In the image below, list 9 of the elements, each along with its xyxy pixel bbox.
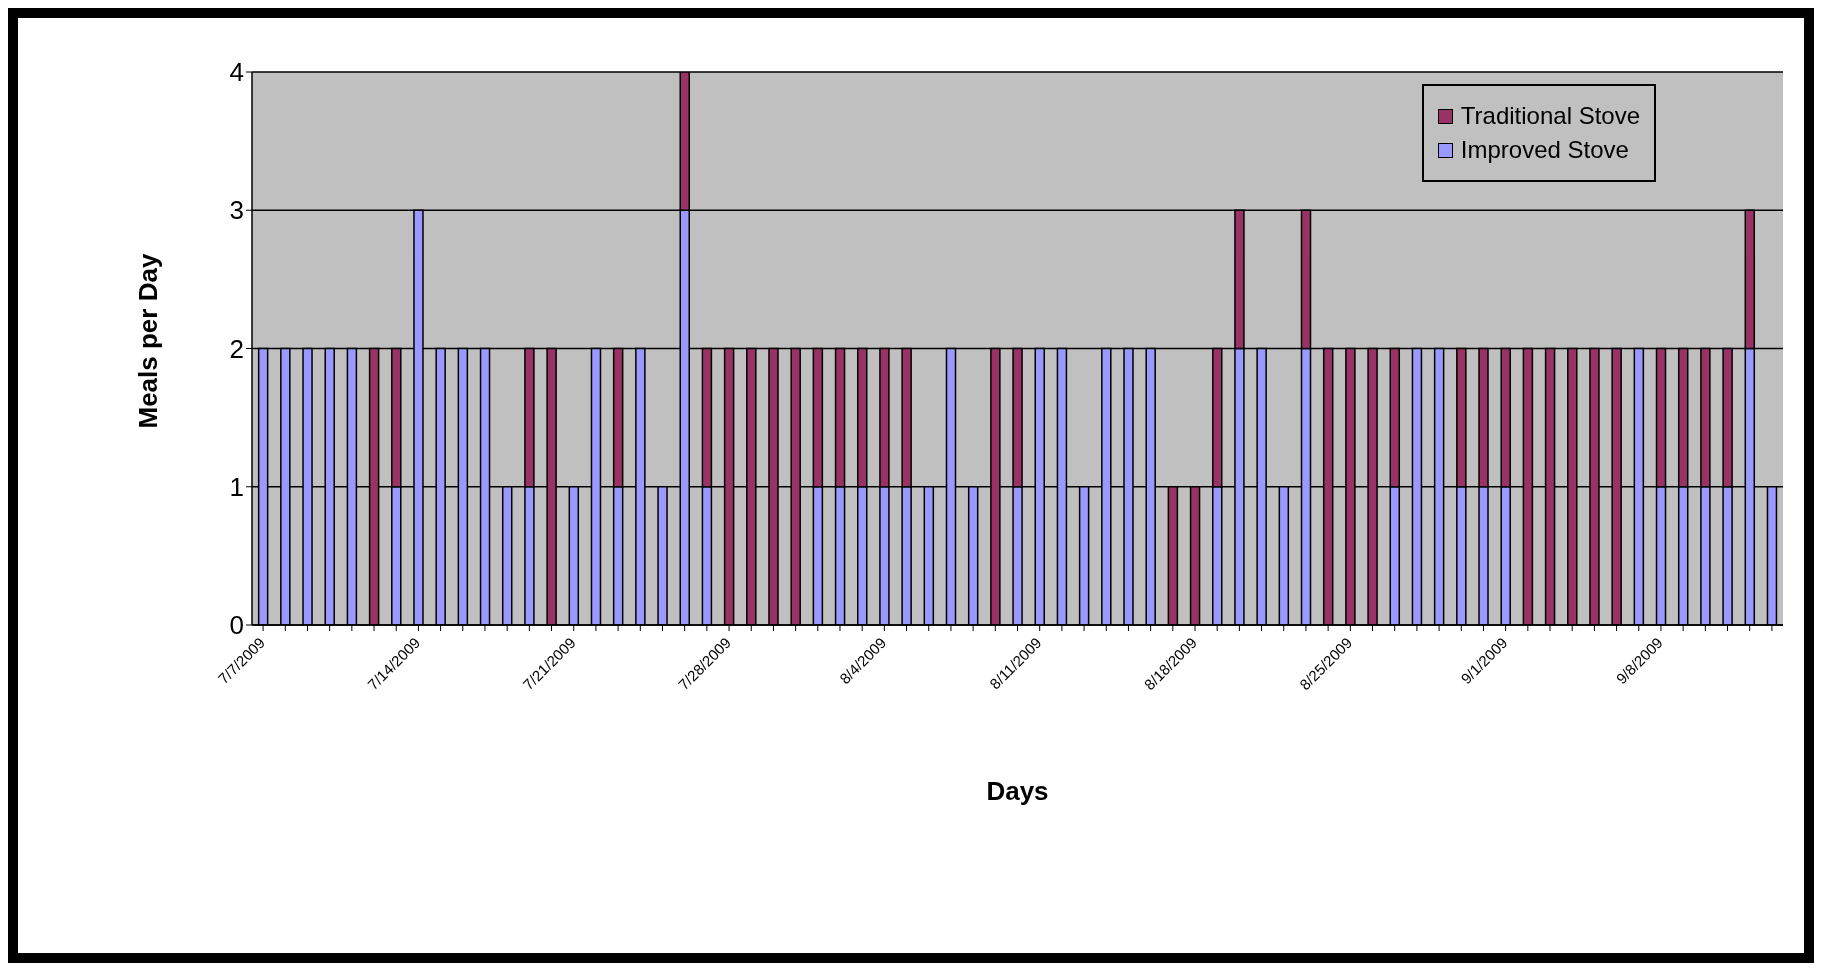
y-tick-label: 0 xyxy=(229,610,244,641)
y-axis-title: Meals per Day xyxy=(133,253,164,429)
y-tick-label: 4 xyxy=(229,57,244,88)
legend-label: Improved Stove xyxy=(1460,136,1629,164)
x-axis-title: Days xyxy=(986,776,1049,806)
y-tick-label: 3 xyxy=(229,195,244,226)
legend-label: Traditional Stove xyxy=(1460,102,1640,130)
y-tick-label: 2 xyxy=(229,333,244,364)
y-tick-label: 1 xyxy=(229,471,244,502)
